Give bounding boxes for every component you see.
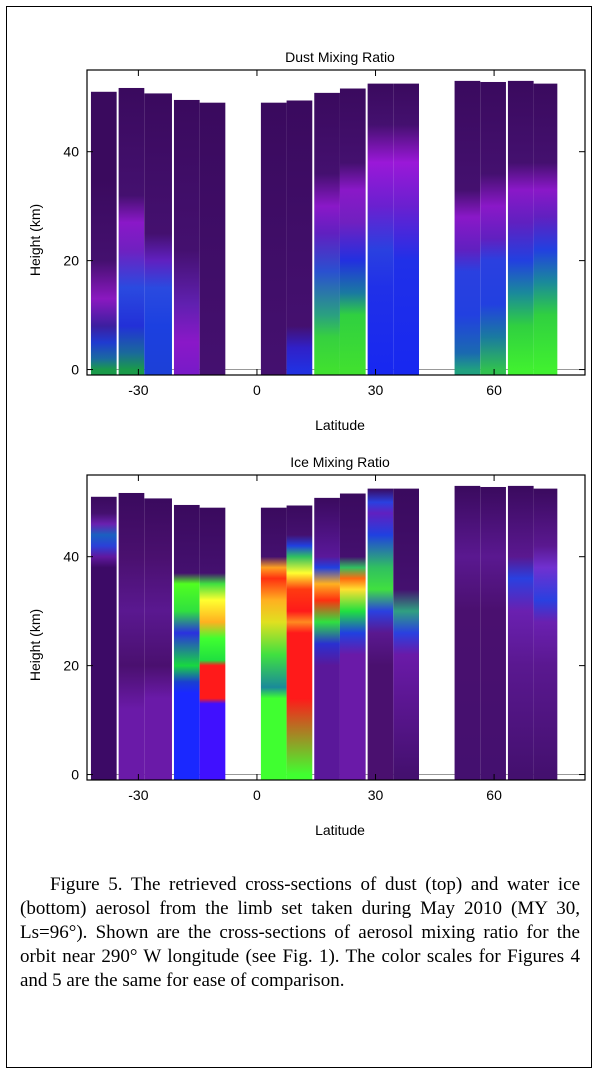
profile-column [455, 486, 481, 780]
profile-column [174, 505, 200, 780]
profile-column [261, 508, 287, 780]
y-tick-label: 0 [71, 767, 79, 783]
y-tick-label: 40 [63, 144, 79, 160]
x-tick-label: 0 [253, 382, 261, 398]
profile-column [393, 84, 419, 375]
profile-column [534, 84, 558, 375]
profile-column [200, 103, 226, 375]
profile-column [314, 93, 340, 375]
y-axis-label: Height (km) [27, 609, 43, 681]
x-tick-label: 0 [253, 787, 261, 803]
profile-column [393, 489, 419, 780]
y-axis-label: Height (km) [27, 204, 43, 276]
chart-title: Ice Mixing Ratio [290, 454, 390, 470]
profile-column [480, 82, 506, 375]
profile-column [91, 92, 117, 375]
profile-column [368, 84, 394, 375]
profile-column [534, 489, 558, 780]
y-tick-label: 0 [71, 362, 79, 378]
profile-column [340, 494, 366, 780]
profile-column [508, 486, 534, 780]
dust-mixing-ratio-chart: Dust Mixing Ratio -30 0 30 60 0 20 40 Latitude… [0, 40, 600, 440]
profile-column [200, 508, 226, 780]
chart-title: Dust Mixing Ratio [285, 49, 395, 65]
profile-column [508, 81, 534, 375]
profile-column [174, 100, 200, 375]
profile-column [480, 487, 506, 780]
figure-caption: Figure 5. The retrieved cross-sections o… [20, 873, 580, 993]
x-tick-label: -30 [128, 382, 148, 398]
profile-column [455, 81, 481, 375]
profile-column [340, 89, 366, 375]
profile-column [314, 498, 340, 780]
profile-column [91, 497, 117, 780]
profile-column [119, 88, 145, 375]
x-tick-label: -30 [128, 787, 148, 803]
plot-area: -30 0 30 60 0 20 40 [63, 70, 585, 398]
x-tick-label: 30 [368, 382, 384, 398]
y-tick-label: 40 [63, 549, 79, 565]
profile-column [261, 103, 287, 375]
x-axis-label: Latitude [315, 417, 365, 433]
profile-column [368, 489, 394, 780]
x-axis-label: Latitude [315, 822, 365, 838]
x-tick-label: 60 [486, 382, 502, 398]
profile-column [119, 493, 145, 780]
y-tick-label: 20 [63, 253, 79, 269]
profile-column [144, 93, 172, 375]
plot-area: -30 0 30 60 0 20 40 [63, 475, 585, 803]
y-tick-label: 20 [63, 658, 79, 674]
profile-column [144, 498, 172, 780]
profile-column [287, 101, 313, 376]
x-tick-label: 60 [486, 787, 502, 803]
x-tick-label: 30 [368, 787, 384, 803]
profile-column [287, 506, 313, 781]
